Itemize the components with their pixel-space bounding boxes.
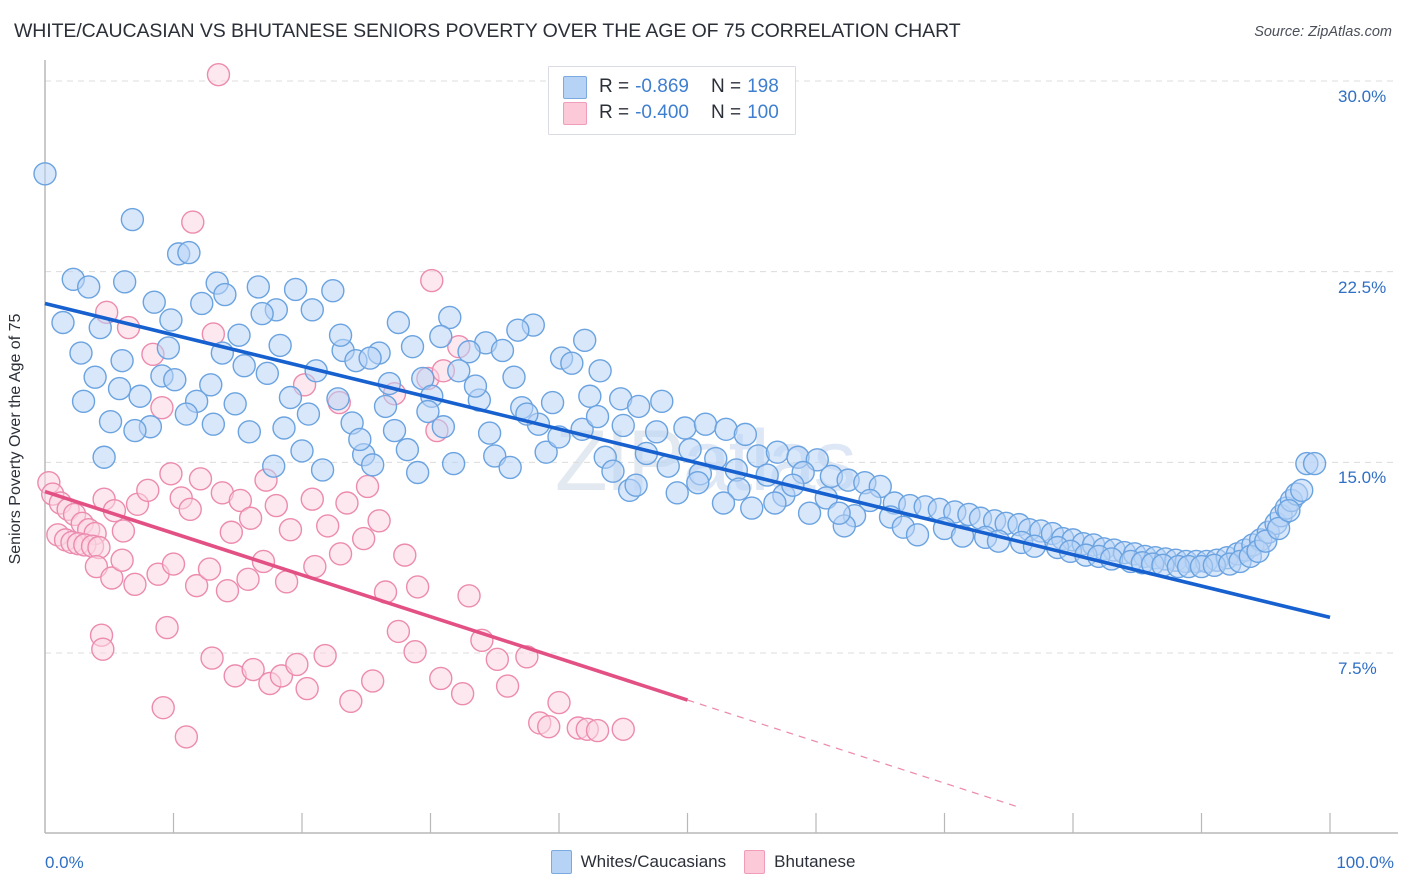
- y-tick-label-15: 15.0%: [1338, 468, 1387, 488]
- series-swatch-pink-icon: [744, 850, 766, 874]
- n-value-pink: 100: [747, 102, 779, 123]
- axis-lines: [44, 60, 1398, 834]
- x-axis-ticks: [172, 813, 1331, 833]
- y-tick-label-30: 30.0%: [1338, 87, 1387, 106]
- correlation-stats-legend: R = -0.869 N = 198 R = -0.400 N = 100: [548, 66, 796, 135]
- trendline-whites: [44, 301, 1331, 620]
- r-value-blue: -0.869: [635, 76, 689, 97]
- r-label-pink: R =: [599, 102, 630, 123]
- y-tick-label-22-5: 22.5%: [1338, 277, 1387, 297]
- n-value-blue: 198: [747, 76, 779, 97]
- r-label-blue: R =: [599, 76, 630, 97]
- series-legend-label-bhutanese: Bhutanese: [774, 852, 856, 871]
- scatter-points-whites[interactable]: [33, 162, 1327, 579]
- series-legend-label-whites: Whites/Caucasians: [580, 852, 727, 871]
- r-value-pink: -0.400: [635, 102, 689, 123]
- series-legend-item-whites[interactable]: Whites/Caucasians: [550, 850, 727, 874]
- trendline-bhutanese-extension: [687, 699, 1022, 809]
- stats-row-bhutanese: R = -0.400 N = 100: [563, 100, 779, 126]
- series-swatch-blue-icon: [550, 850, 572, 874]
- page-title: WHITE/CAUCASIAN VS BHUTANESE SENIORS POV…: [14, 20, 961, 42]
- x-tick-label-min: 0.0%: [45, 853, 84, 872]
- source-attribution: Source: ZipAtlas.com: [1254, 24, 1392, 40]
- stats-row-whites: R = -0.869 N = 198: [563, 74, 779, 100]
- trendline-bhutanese: [44, 489, 689, 702]
- n-label-blue: N =: [710, 76, 742, 97]
- n-label-pink: N =: [710, 102, 742, 123]
- y-tick-label-7-5: 7.5%: [1338, 659, 1377, 678]
- series-legend-item-bhutanese[interactable]: Bhutanese: [744, 850, 855, 874]
- series-legend: Whites/Caucasians Bhutanese: [0, 850, 1406, 874]
- scatter-points-bhutanese[interactable]: [37, 62, 635, 749]
- x-tick-label-max: 100.0%: [1336, 853, 1394, 872]
- legend-swatch-pink-icon: [563, 101, 587, 125]
- legend-swatch-blue-icon: [563, 75, 587, 99]
